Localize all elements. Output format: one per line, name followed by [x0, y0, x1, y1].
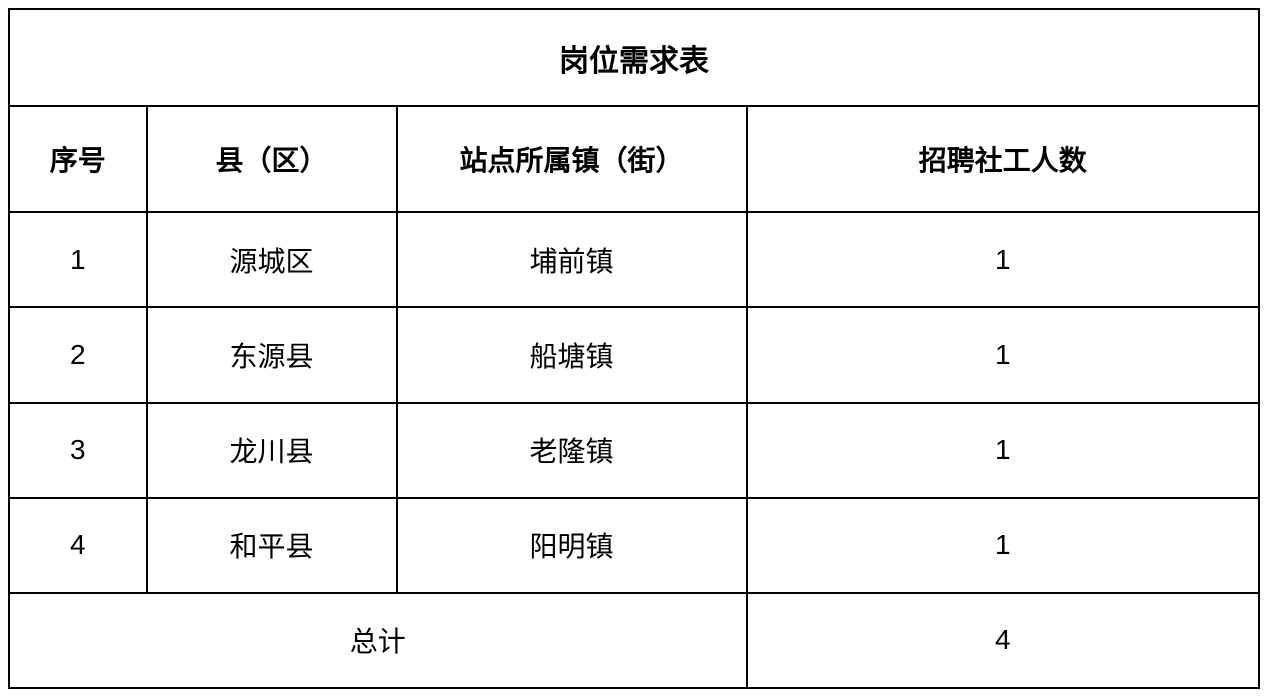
header-seq: 序号 [9, 106, 147, 212]
table-row: 4 和平县 阳明镇 1 [9, 498, 1259, 593]
cell-town: 船塘镇 [397, 307, 747, 402]
table-row: 3 龙川县 老隆镇 1 [9, 403, 1259, 498]
cell-county: 源城区 [147, 212, 397, 307]
cell-count: 1 [747, 403, 1260, 498]
table-title: 岗位需求表 [9, 9, 1259, 106]
table-row: 1 源城区 埔前镇 1 [9, 212, 1259, 307]
cell-seq: 1 [9, 212, 147, 307]
header-town: 站点所属镇（街） [397, 106, 747, 212]
table-row: 2 东源县 船塘镇 1 [9, 307, 1259, 402]
cell-county: 龙川县 [147, 403, 397, 498]
table-title-row: 岗位需求表 [9, 9, 1259, 106]
cell-town: 埔前镇 [397, 212, 747, 307]
cell-seq: 4 [9, 498, 147, 593]
cell-county: 东源县 [147, 307, 397, 402]
cell-town: 阳明镇 [397, 498, 747, 593]
cell-county: 和平县 [147, 498, 397, 593]
table-header-row: 序号 县（区） 站点所属镇（街） 招聘社工人数 [9, 106, 1259, 212]
cell-town: 老隆镇 [397, 403, 747, 498]
table-total-row: 总计 4 [9, 593, 1259, 688]
cell-count: 1 [747, 212, 1260, 307]
position-demand-table: 岗位需求表 序号 县（区） 站点所属镇（街） 招聘社工人数 1 源城区 埔前镇 … [8, 8, 1260, 689]
cell-seq: 3 [9, 403, 147, 498]
cell-seq: 2 [9, 307, 147, 402]
cell-count: 1 [747, 307, 1260, 402]
header-county: 县（区） [147, 106, 397, 212]
total-value: 4 [747, 593, 1260, 688]
header-count: 招聘社工人数 [747, 106, 1260, 212]
cell-count: 1 [747, 498, 1260, 593]
total-label: 总计 [9, 593, 747, 688]
